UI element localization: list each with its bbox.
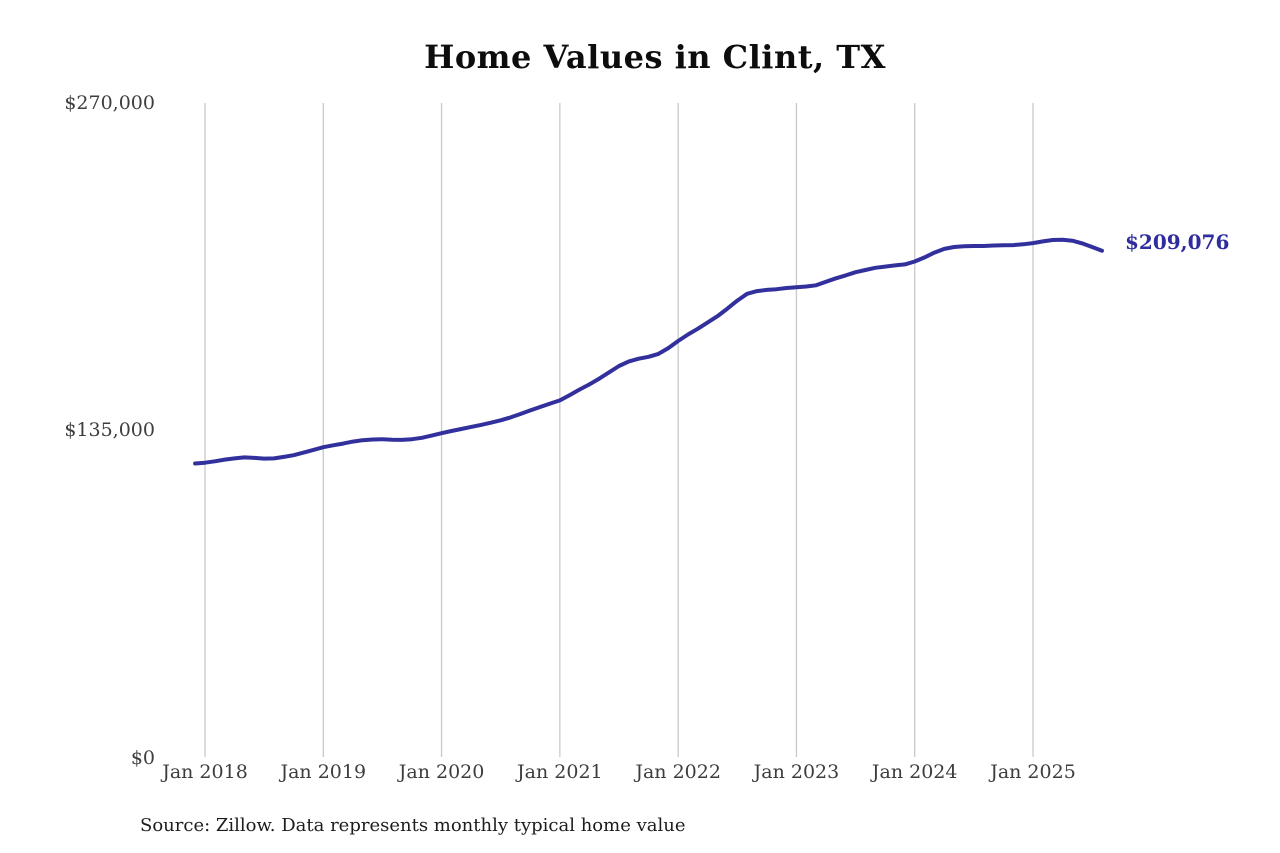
x-axis-tick-jan-2019: Jan 2019 — [280, 761, 367, 783]
y-axis-tick-0: $0 — [130, 747, 155, 769]
x-axis-tick-jan-2021: Jan 2021 — [517, 761, 603, 783]
source-note: Source: Zillow. Data represents monthly … — [140, 815, 686, 836]
y-axis-tick-135000: $135,000 — [64, 419, 155, 441]
x-axis-tick-jan-2022: Jan 2022 — [635, 761, 721, 783]
chart-title: Home Values in Clint, TX — [424, 38, 886, 76]
home-value-line — [193, 237, 1104, 466]
x-axis-tick-jan-2025: Jan 2025 — [990, 761, 1076, 783]
latest-value-label: $209,076 — [1125, 230, 1230, 254]
x-axis-tick-jan-2023: Jan 2023 — [753, 761, 840, 783]
y-axis-tick-270000: $270,000 — [64, 92, 155, 114]
x-axis-tick-jan-2020: Jan 2020 — [398, 761, 485, 783]
x-axis-tick-jan-2018: Jan 2018 — [162, 761, 248, 783]
x-axis-tick-jan-2024: Jan 2024 — [871, 761, 958, 783]
